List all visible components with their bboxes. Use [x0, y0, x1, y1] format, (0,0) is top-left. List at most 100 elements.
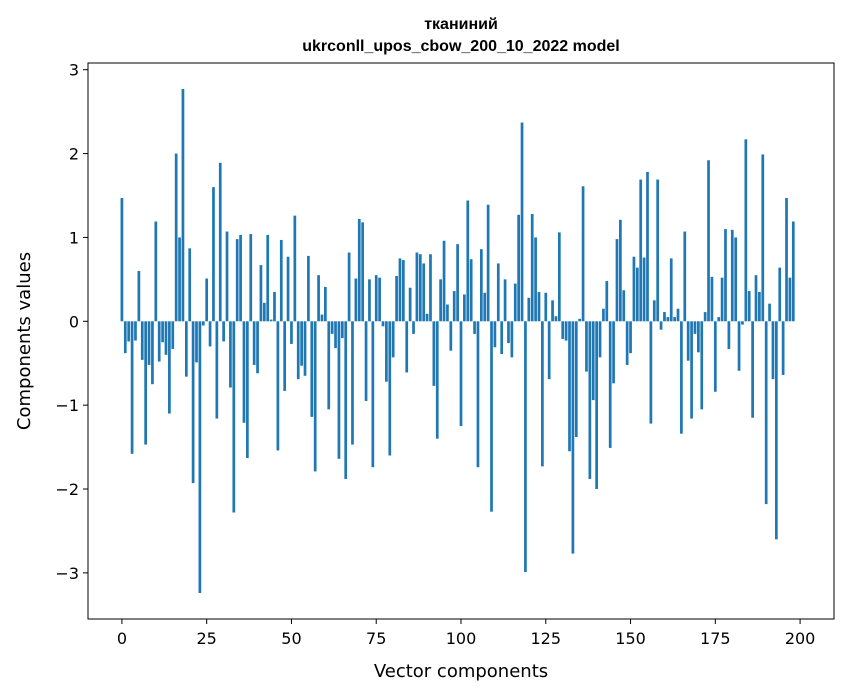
bar — [683, 231, 687, 322]
bar — [724, 229, 727, 322]
bar — [571, 321, 575, 554]
bar — [130, 321, 134, 454]
bar — [476, 321, 480, 468]
bar — [188, 248, 192, 322]
bar — [713, 321, 717, 392]
bar — [463, 294, 466, 322]
bar — [408, 287, 412, 322]
bar — [144, 321, 147, 445]
y-axis: −3 −2 −1 0 1 2 3 — [55, 61, 88, 583]
bar — [439, 279, 443, 322]
bar — [378, 277, 381, 322]
bar — [588, 321, 592, 479]
bar — [700, 321, 704, 410]
bar — [632, 256, 636, 322]
bar — [334, 321, 337, 349]
bar — [717, 317, 721, 322]
bar — [785, 198, 788, 322]
bar — [764, 321, 768, 505]
bar — [602, 308, 605, 322]
bar — [503, 279, 507, 322]
y-axis-label: Components values — [14, 252, 35, 430]
x-tick-label: 25 — [197, 629, 217, 648]
x-tick-label: 100 — [446, 629, 477, 648]
bar — [432, 321, 436, 386]
bar — [741, 321, 744, 325]
bar — [530, 213, 534, 322]
bar — [120, 198, 124, 322]
bar — [479, 249, 483, 322]
bar — [402, 260, 405, 322]
bar — [761, 154, 765, 322]
y-tick-label: 0 — [69, 312, 79, 331]
bar — [140, 321, 144, 360]
bar — [337, 321, 341, 459]
bar — [656, 179, 660, 322]
bar — [680, 321, 683, 434]
bar — [395, 276, 398, 322]
bar — [710, 276, 714, 322]
bar — [429, 254, 432, 322]
bar — [608, 321, 612, 448]
bar — [771, 321, 775, 380]
bar — [151, 321, 154, 385]
bar — [635, 267, 639, 322]
bar — [544, 292, 548, 322]
bar — [374, 275, 378, 322]
bar — [744, 139, 748, 322]
bar — [693, 321, 697, 334]
bar — [707, 160, 710, 322]
x-axis: 0 25 50 75 100 125 150 175 200 — [117, 619, 815, 648]
bar — [313, 321, 317, 472]
bar — [564, 321, 568, 341]
bar — [259, 265, 263, 322]
bar — [663, 312, 666, 322]
bar — [541, 321, 544, 467]
bar — [649, 321, 653, 424]
bar — [730, 229, 734, 322]
bar — [174, 153, 178, 322]
bar — [418, 254, 422, 322]
bar — [574, 321, 578, 438]
bar — [184, 321, 188, 377]
bar — [510, 321, 514, 358]
bar — [697, 321, 700, 353]
bar — [181, 89, 185, 322]
x-tick-label: 125 — [530, 629, 561, 648]
y-tick-label: 1 — [69, 228, 79, 247]
bar — [398, 258, 402, 322]
x-axis-label: Vector components — [374, 661, 548, 682]
bar — [490, 321, 493, 512]
bar — [279, 239, 283, 322]
chart-subtitle: ukrconll_upos_cbow_200_10_2022 model — [302, 38, 619, 55]
bar — [676, 308, 680, 322]
bar — [456, 244, 459, 322]
bar — [171, 321, 175, 349]
bar — [276, 321, 280, 451]
bar — [652, 300, 656, 322]
bar — [317, 275, 320, 322]
bar — [791, 221, 795, 322]
x-tick-label: 50 — [281, 629, 301, 648]
y-tick-label: −1 — [55, 396, 79, 415]
bar — [252, 321, 256, 365]
bar — [283, 321, 287, 391]
bar — [758, 291, 761, 322]
bar — [568, 321, 571, 452]
y-tick-label: −3 — [55, 564, 79, 583]
bar — [537, 291, 541, 322]
y-tick-label: 3 — [69, 61, 79, 80]
x-tick-label: 175 — [700, 629, 731, 648]
bar — [381, 321, 385, 327]
bar — [364, 321, 368, 401]
bar — [127, 321, 131, 342]
bar — [385, 321, 388, 382]
bar — [513, 283, 517, 322]
bar — [415, 252, 419, 322]
bar — [242, 321, 246, 423]
bars-group — [120, 89, 795, 593]
bar — [354, 278, 358, 322]
bar — [703, 312, 707, 322]
bar — [612, 321, 615, 384]
